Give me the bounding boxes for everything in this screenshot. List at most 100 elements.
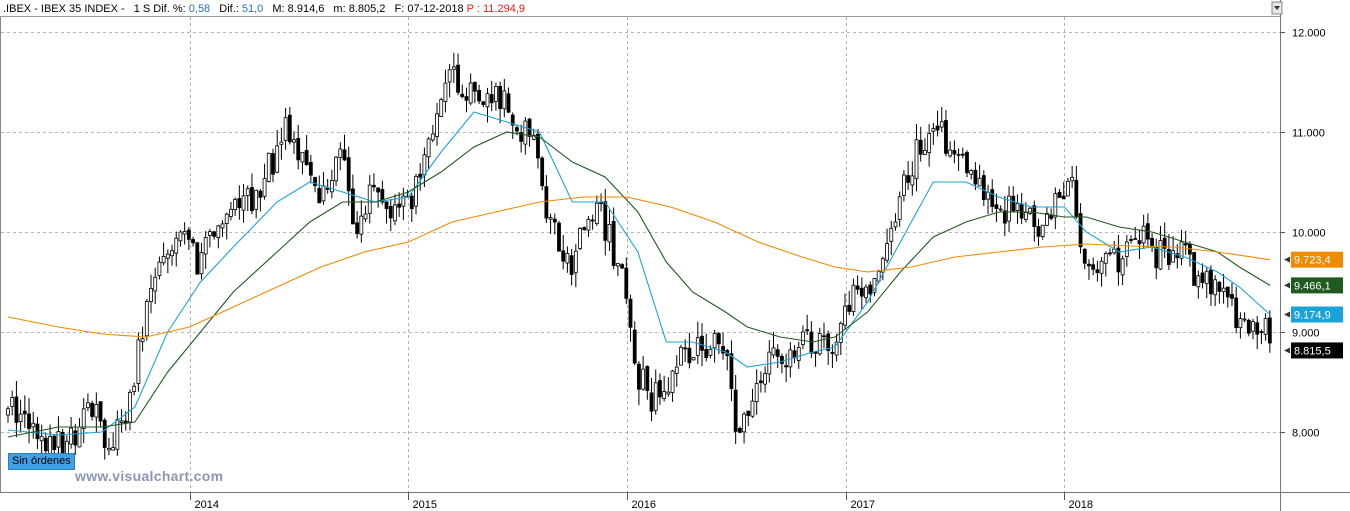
candle-body xyxy=(1057,191,1062,198)
candle-body xyxy=(1154,247,1159,269)
candle-body xyxy=(1158,240,1163,270)
candle-body xyxy=(515,127,519,132)
candle-body xyxy=(582,227,587,230)
candle-body xyxy=(918,139,923,155)
series-line xyxy=(7,131,1271,438)
candle-body xyxy=(317,188,322,204)
chevron-down-icon xyxy=(1274,6,1280,10)
candle-body xyxy=(641,368,646,390)
candle-body xyxy=(1091,264,1096,270)
candle-body xyxy=(1040,224,1045,237)
candle-body xyxy=(216,225,221,238)
candle-body xyxy=(195,242,200,275)
candle-body xyxy=(523,120,528,145)
candle-body xyxy=(1251,321,1255,332)
candle-body xyxy=(254,189,259,210)
candle-body xyxy=(329,180,334,193)
candle-body xyxy=(10,397,15,407)
candle-body xyxy=(758,380,763,384)
y-tick-label: 9.000 xyxy=(1292,328,1320,340)
candle-body xyxy=(1162,237,1167,249)
candle-body xyxy=(6,408,10,416)
candle-body xyxy=(536,133,540,159)
candle-body xyxy=(615,263,620,267)
candle-body xyxy=(666,391,671,395)
series-price-tag-arrow xyxy=(1284,282,1290,289)
candle-body xyxy=(590,219,595,222)
candle-body xyxy=(851,284,856,312)
candle-body xyxy=(451,66,456,70)
orders-status-badge[interactable]: Sin órdenes xyxy=(8,453,75,470)
candle-body xyxy=(973,169,978,185)
candle-body xyxy=(300,151,305,163)
candle-body xyxy=(229,208,233,217)
candle-body xyxy=(481,101,486,105)
candle-body xyxy=(199,252,204,275)
candle-body xyxy=(212,231,216,237)
candle-body xyxy=(561,250,566,262)
candle-body xyxy=(262,178,267,197)
candle-body xyxy=(1179,241,1184,259)
candle-body xyxy=(889,227,894,242)
timeframe-label: 1 S xyxy=(133,3,151,15)
p-label: P : xyxy=(466,3,480,15)
y-tick-label: 8.000 xyxy=(1292,428,1320,440)
candle-body xyxy=(27,413,31,429)
p-value: 11.294,9 xyxy=(483,3,526,15)
date-value: 07-12-2018 xyxy=(407,3,464,15)
candle-body xyxy=(56,431,61,448)
candle-body xyxy=(998,208,1003,211)
candle-body xyxy=(1045,213,1049,226)
candles-group xyxy=(6,52,1272,470)
candle-body xyxy=(241,195,246,211)
min-value: 8.805,2 xyxy=(348,3,386,15)
series-price-tag-arrow xyxy=(1284,311,1290,318)
candle-body xyxy=(144,301,149,337)
candle-body xyxy=(645,366,650,391)
candle-body xyxy=(1133,238,1138,241)
candle-body xyxy=(498,86,503,109)
candle-body xyxy=(906,175,911,183)
candle-body xyxy=(1200,272,1205,284)
candle-body xyxy=(443,82,448,102)
candle-body xyxy=(1124,241,1129,257)
candle-body xyxy=(1238,318,1243,329)
candle-body xyxy=(1070,176,1075,182)
candle-body xyxy=(986,191,990,200)
candle-body xyxy=(990,189,995,207)
candle-body xyxy=(544,186,549,219)
x-tick-label: 2018 xyxy=(1069,499,1093,511)
candle-body xyxy=(527,118,532,137)
candle-body xyxy=(826,333,831,351)
candle-body xyxy=(418,173,423,178)
candle-body xyxy=(742,413,746,433)
candle-body xyxy=(902,174,906,196)
candle-body xyxy=(994,204,999,209)
candle-body xyxy=(1225,286,1230,298)
candle-body xyxy=(1259,331,1264,333)
candle-body xyxy=(271,153,275,175)
candle-body xyxy=(14,396,19,423)
candle-body xyxy=(935,125,940,131)
candle-body xyxy=(569,255,574,275)
candle-body xyxy=(771,347,776,356)
candle-body xyxy=(712,332,717,349)
candle-body xyxy=(1023,212,1028,220)
candle-body xyxy=(426,138,431,158)
candle-body xyxy=(1015,203,1020,211)
candle-body xyxy=(107,448,111,451)
candle-body xyxy=(43,437,48,452)
series-price-tag-box xyxy=(1291,251,1343,268)
candle-body xyxy=(662,391,667,399)
candle-body xyxy=(401,195,406,207)
candle-body xyxy=(178,231,183,242)
candle-body xyxy=(275,145,280,173)
candle-body xyxy=(1204,270,1209,285)
candle-body xyxy=(439,99,444,118)
candle-body xyxy=(746,410,751,416)
candle-body xyxy=(191,239,195,244)
candle-body xyxy=(611,220,616,266)
candle-body xyxy=(18,413,23,422)
candle-body xyxy=(39,435,44,442)
